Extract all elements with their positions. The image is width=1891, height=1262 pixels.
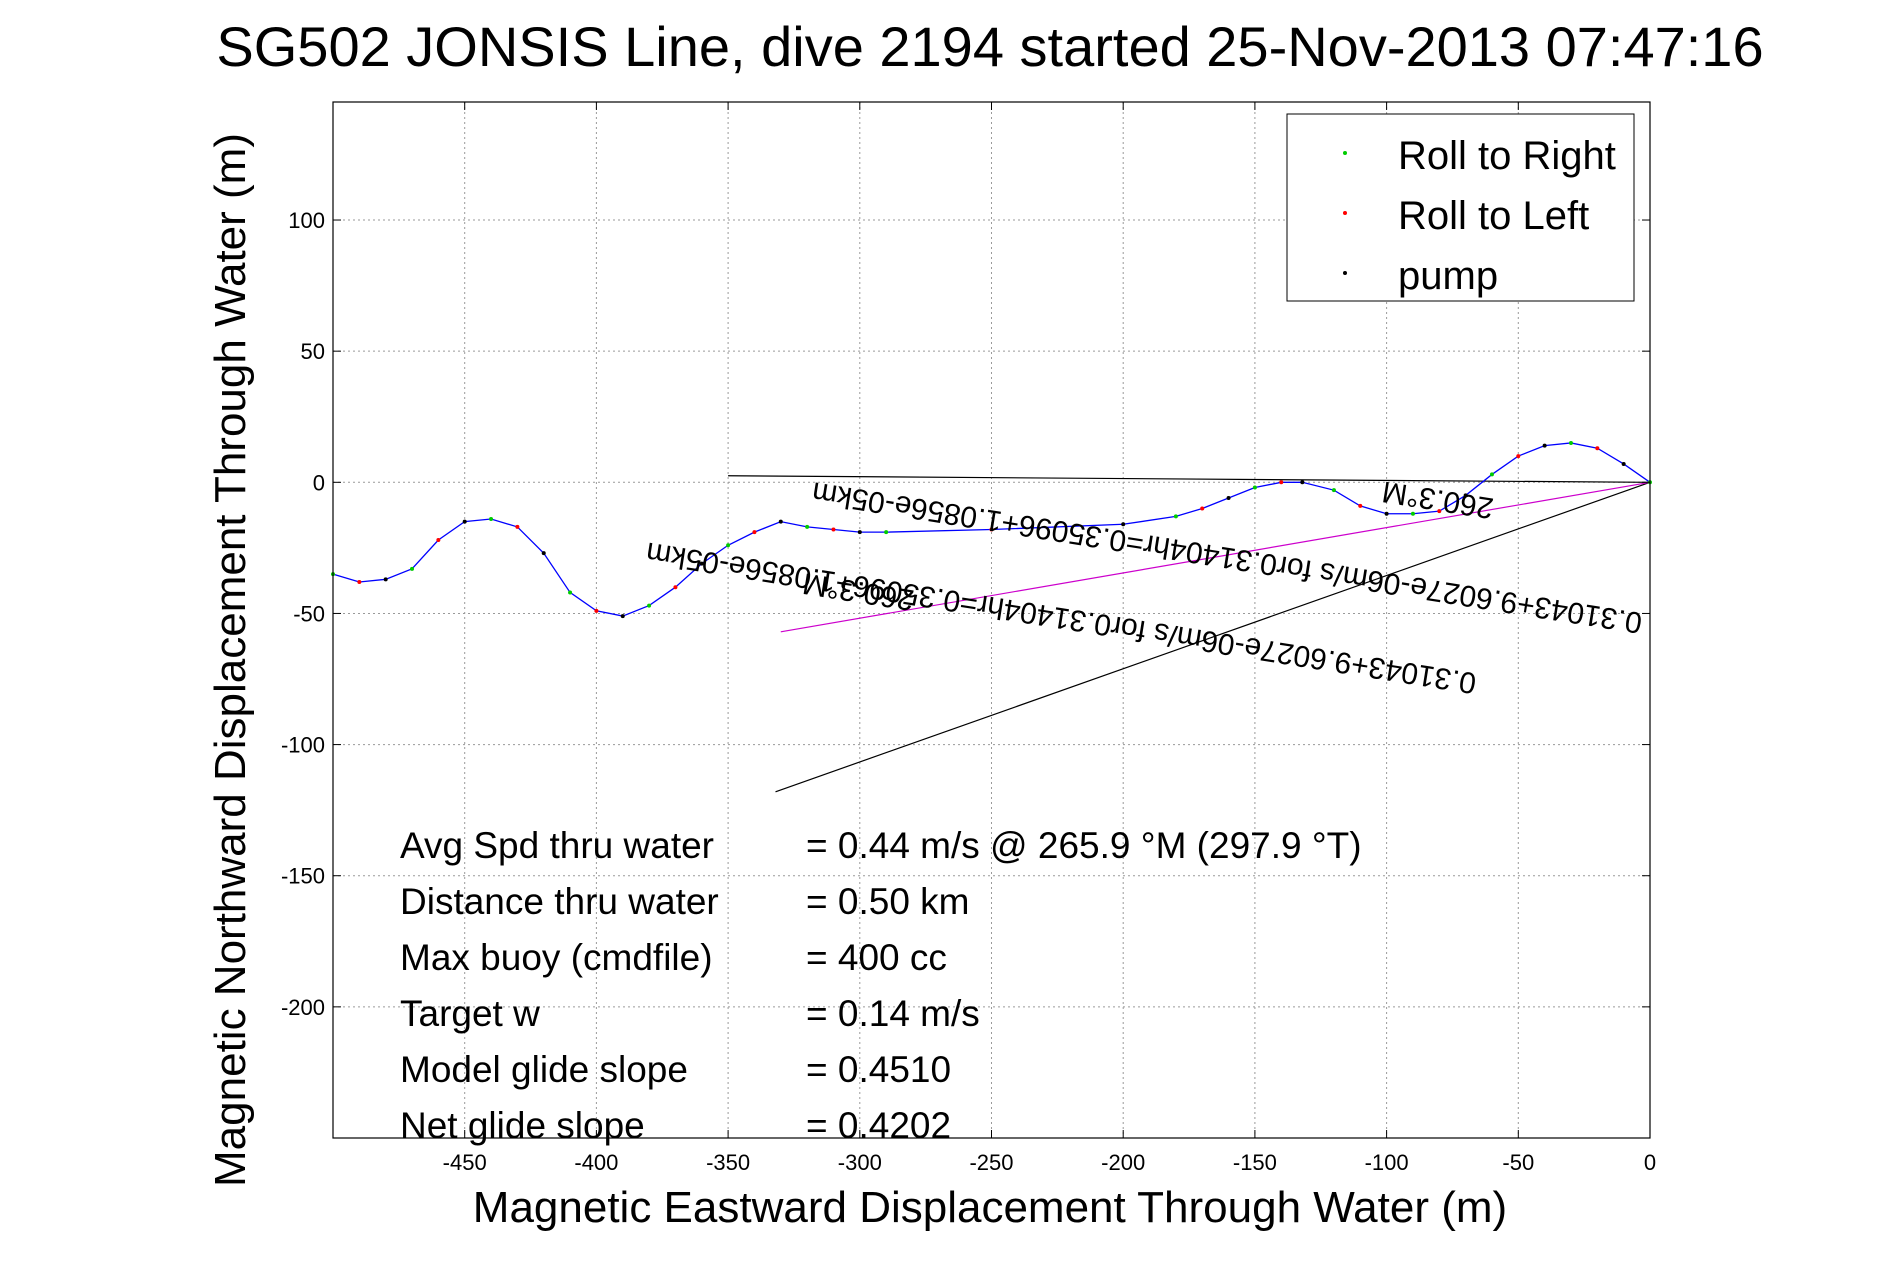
track-point: [1121, 522, 1126, 527]
stat-value: = 0.44 m/s @ 265.9 °M (297.9 °T): [806, 825, 1362, 866]
track-point: [1410, 511, 1415, 516]
track-point: [1621, 461, 1626, 466]
track-point: [620, 614, 625, 619]
track-point: [1226, 496, 1231, 501]
x-tick-label: -200: [1101, 1150, 1145, 1175]
stat-label: Target w: [400, 993, 540, 1034]
stat-label: Avg Spd thru water: [400, 825, 714, 866]
stat-label: Max buoy (cmdfile): [400, 937, 713, 978]
reference-lines-layer: [728, 475, 1651, 793]
stat-value: = 0.14 m/s: [806, 993, 980, 1034]
track-point: [1300, 480, 1305, 485]
track-point: [1331, 488, 1336, 493]
legend-marker: [1343, 211, 1347, 215]
track-point: [357, 579, 362, 584]
stats-annotations: Avg Spd thru water = 0.44 m/s @ 265.9 °M …: [400, 825, 1362, 1146]
track-point: [752, 530, 757, 535]
x-axis-title: Magnetic Eastward Displacement Through W…: [473, 1183, 1507, 1232]
legend-label: Roll to Left: [1398, 194, 1589, 238]
track-point: [831, 527, 836, 532]
overlay-line-flat: [728, 475, 1651, 483]
stat-value: = 400 cc: [806, 937, 947, 978]
y-tick-label: 50: [301, 339, 325, 364]
track-point: [383, 577, 388, 582]
track-point: [541, 551, 546, 556]
stat-value: = 0.4202: [806, 1105, 951, 1146]
y-tick-label: -200: [281, 995, 325, 1020]
track-point: [1542, 443, 1547, 448]
track-point: [515, 524, 520, 529]
track-point: [1384, 511, 1389, 516]
track-point: [857, 530, 862, 535]
track-point: [1516, 454, 1521, 459]
track-point: [1252, 485, 1257, 490]
legend-label: pump: [1398, 254, 1498, 298]
y-tick-label: 100: [288, 208, 325, 233]
track-point: [568, 590, 573, 595]
track-point: [989, 527, 994, 532]
legend-marker: [1343, 271, 1347, 275]
x-tick-label: -250: [969, 1150, 1013, 1175]
track-point: [410, 566, 415, 571]
legend-box: [1286, 113, 1635, 302]
track-point: [673, 585, 678, 590]
x-tick-label: -300: [838, 1150, 882, 1175]
track-point: [1358, 503, 1363, 508]
track-point: [1489, 472, 1494, 477]
track-point: [805, 524, 810, 529]
y-axis-title: Magnetic Northward Displacement Through …: [206, 133, 255, 1187]
stat-label: Net glide slope: [400, 1105, 645, 1146]
x-tick-label: 0: [1644, 1150, 1656, 1175]
y-tick-label: -150: [281, 864, 325, 889]
y-tick-label: 0: [313, 470, 325, 495]
track-point: [462, 519, 467, 524]
track-point: [489, 517, 494, 522]
legend-marker: [1343, 151, 1347, 155]
stat-label: Model glide slope: [400, 1049, 688, 1090]
stat-label: Distance thru water: [400, 881, 719, 922]
x-tick-label: -350: [706, 1150, 750, 1175]
track-point: [1437, 509, 1442, 514]
track-point: [699, 561, 704, 566]
overlay-line-steep: [775, 481, 1651, 793]
track-point: [1200, 506, 1205, 511]
y-tick-label: -50: [293, 601, 325, 626]
track-point: [1279, 480, 1284, 485]
tick-layer: -450 -400 -350 -300 -250 -200 -150 -100 -50 0 100 5…: [281, 102, 1656, 1175]
stat-value: = 0.50 km: [806, 881, 970, 922]
stat-value: = 0.4510: [806, 1049, 951, 1090]
track-point: [778, 519, 783, 524]
overlay-line-magenta: [780, 481, 1651, 633]
track-point: [1463, 493, 1468, 498]
track-point: [884, 530, 889, 535]
x-tick-label: -150: [1233, 1150, 1277, 1175]
y-tick-label: -100: [281, 733, 325, 758]
legend: Roll to Right Roll to Left pump: [1286, 113, 1635, 302]
track-point: [436, 538, 441, 543]
track-point: [1173, 514, 1178, 519]
track-point: [594, 608, 599, 613]
track-point: [647, 603, 652, 608]
x-tick-label: -100: [1365, 1150, 1409, 1175]
track-layer: [331, 440, 1652, 619]
x-tick-label: -450: [443, 1150, 487, 1175]
track-point: [1568, 440, 1573, 445]
track-point: [1595, 446, 1600, 451]
chart-title: SG502 JONSIS Line, dive 2194 started 25-…: [216, 15, 1763, 78]
legend-label: Roll to Right: [1398, 134, 1616, 178]
track-point: [726, 543, 731, 548]
x-tick-label: -50: [1502, 1150, 1534, 1175]
x-tick-label: -400: [574, 1150, 618, 1175]
